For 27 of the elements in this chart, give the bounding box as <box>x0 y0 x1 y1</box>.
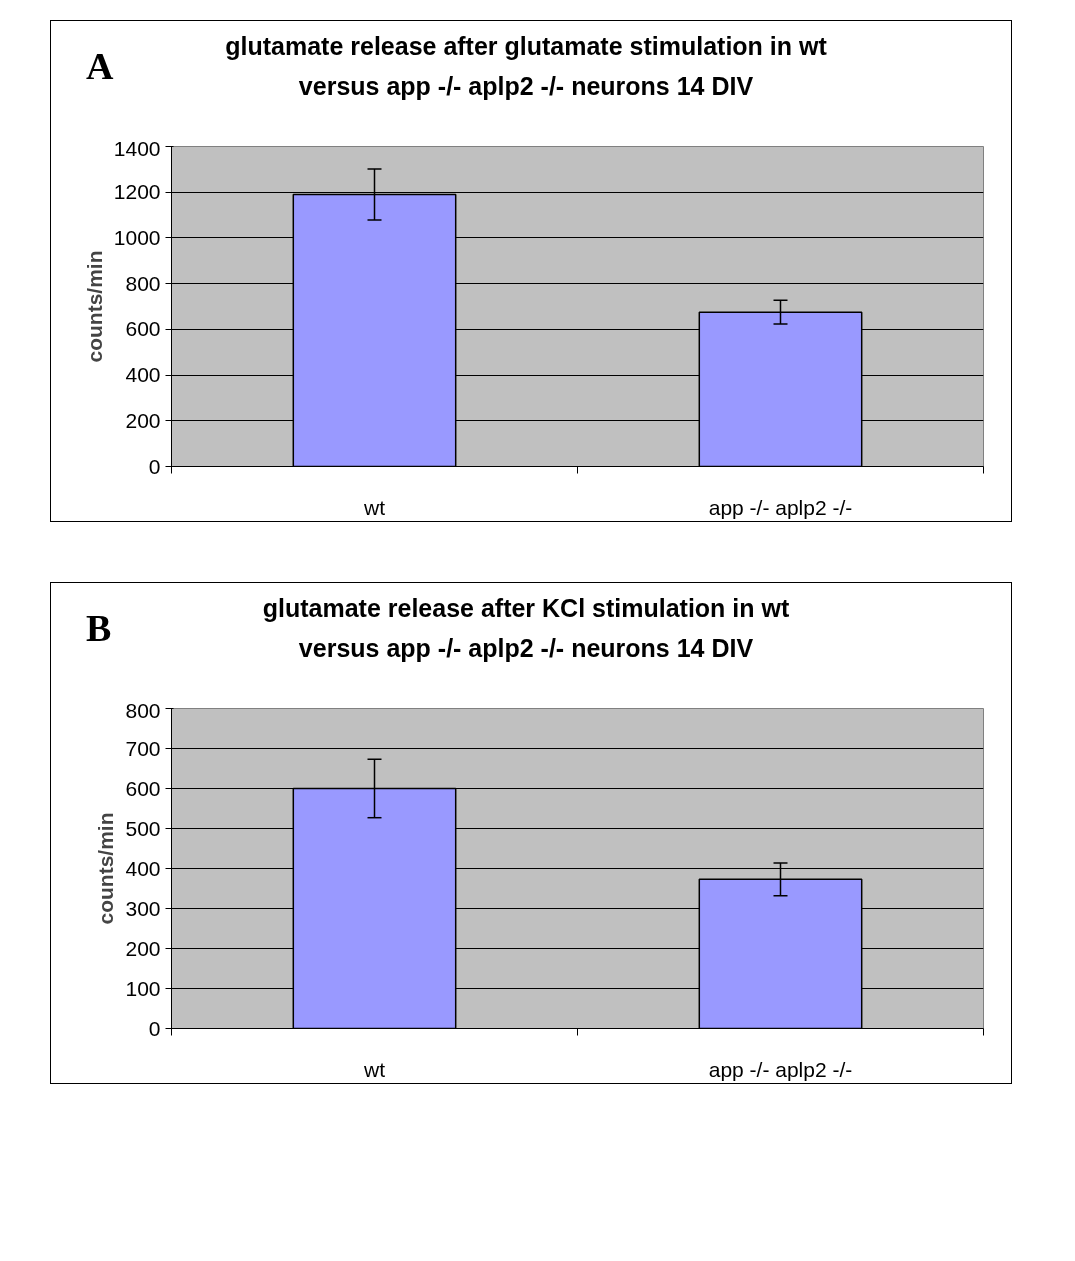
x-tick-label: wt <box>363 1057 386 1081</box>
text: B <box>85 605 113 651</box>
y-tick-label: 300 <box>125 896 161 920</box>
y-tick-label: 200 <box>125 408 161 432</box>
y-tick-label: 700 <box>125 736 161 760</box>
y-axis-title: counts/min <box>82 250 106 363</box>
y-tick-label: 600 <box>125 776 161 800</box>
y-tick-label: 800 <box>125 698 161 722</box>
y-axis-title: counts/min <box>94 812 118 925</box>
y-tick-label: 0 <box>148 1016 161 1040</box>
y-tick-label: 800 <box>125 271 161 295</box>
chart-title: glutamate release after glutamate stimulation in wt versus app -/- aplp2 -/- neurons 14 DIV <box>224 31 828 102</box>
y-tick-label: 1200 <box>113 180 161 204</box>
y-tick-label: 0 <box>148 454 161 478</box>
y-tick-label: 100 <box>125 976 161 1000</box>
text: A <box>85 43 115 89</box>
chart-title: glutamate release after KCl stimulation in wt versus app -/- aplp2 -/- neurons 14 DIV <box>261 593 791 664</box>
y-tick-label: 1000 <box>113 225 161 249</box>
y-tick-label: 600 <box>125 317 161 341</box>
x-tick-label: app -/- aplp2 -/- <box>708 1057 853 1081</box>
y-tick-label: 200 <box>125 936 161 960</box>
y-tick-label: 1400 <box>113 136 161 160</box>
y-tick-label: 400 <box>125 363 161 387</box>
x-tick-label: wt <box>363 495 386 519</box>
x-tick-label: app -/- aplp2 -/- <box>708 495 853 519</box>
y-tick-label: 400 <box>125 856 161 880</box>
y-tick-label: 500 <box>125 816 161 840</box>
